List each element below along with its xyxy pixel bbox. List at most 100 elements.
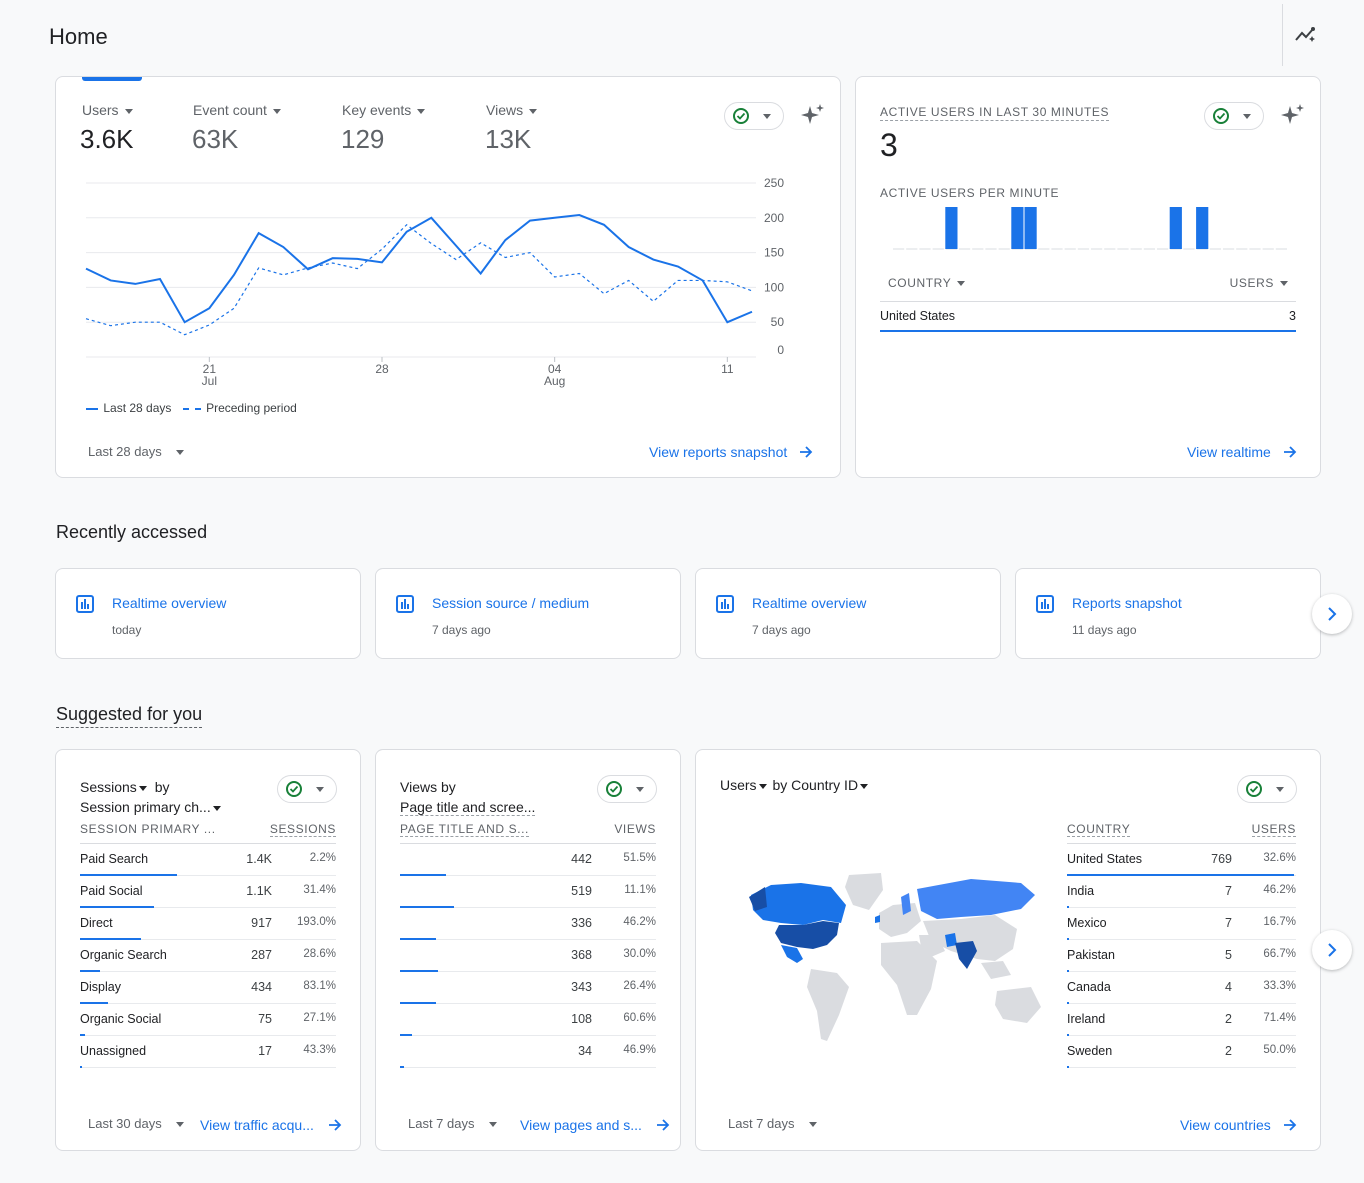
- table-row[interactable]: 108 60.6%: [400, 1004, 656, 1036]
- sparkle-icon[interactable]: [800, 103, 826, 134]
- y-tick-label: 0: [777, 343, 784, 357]
- map-alaska: [749, 887, 767, 911]
- row-bar: [400, 970, 439, 972]
- row-label: Organic Search: [80, 948, 167, 962]
- suggested-title[interactable]: Suggested for you: [56, 704, 203, 728]
- row-bar: [80, 1034, 86, 1036]
- title-line-2: Page title and scree...: [400, 799, 536, 816]
- chart-legend: Last 28 days Preceding period: [86, 401, 297, 415]
- table-row[interactable]: Ireland 2 71.4%: [1067, 1004, 1296, 1036]
- insights-icon[interactable]: [1294, 24, 1318, 49]
- data-quality-button[interactable]: [1204, 102, 1264, 130]
- table-row[interactable]: 519 11.1%: [400, 876, 656, 908]
- table-row[interactable]: Direct 917 193.0%: [80, 908, 336, 940]
- check-circle-icon: [733, 108, 749, 124]
- date-range-selector[interactable]: Last 30 days: [88, 1116, 184, 1131]
- date-range-selector[interactable]: Last 7 days: [728, 1116, 817, 1131]
- data-quality-button[interactable]: [1237, 775, 1297, 803]
- table-row[interactable]: Sweden 2 50.0%: [1067, 1036, 1296, 1068]
- row-bar: [400, 906, 454, 908]
- sparkle-icon[interactable]: [1280, 103, 1306, 134]
- dimension-column-header[interactable]: COUNTRY: [1067, 822, 1131, 837]
- map-india: [955, 941, 977, 969]
- row-value: 769: [1211, 852, 1232, 866]
- realtime-title[interactable]: ACTIVE USERS IN LAST 30 MINUTES: [880, 105, 1110, 121]
- users-column-header[interactable]: USERS: [1230, 276, 1288, 290]
- data-quality-button[interactable]: [724, 102, 784, 130]
- row-value: 336: [571, 916, 592, 930]
- check-circle-icon: [1246, 781, 1262, 797]
- date-range-label: Last 7 days: [408, 1116, 475, 1131]
- row-value: 5: [1225, 948, 1232, 962]
- recent-next-button[interactable]: [1312, 594, 1352, 634]
- country-column-header[interactable]: COUNTRY: [888, 276, 966, 290]
- row-label: Organic Social: [80, 1012, 162, 1026]
- data-quality-button[interactable]: [597, 775, 657, 803]
- view-traffic-acquisition-link[interactable]: View traffic acqu...: [200, 1117, 342, 1133]
- row-value: 1.1K: [246, 884, 272, 898]
- table-row[interactable]: United States 769 32.6%: [1067, 844, 1296, 876]
- recent-item-card[interactable]: Realtime overview today: [55, 568, 361, 659]
- metric-column-header[interactable]: SESSIONS: [269, 822, 336, 837]
- dimension-column-header[interactable]: PAGE TITLE AND S...: [400, 822, 529, 837]
- table-row[interactable]: 442 51.5%: [400, 844, 656, 876]
- chevron-down-icon: [1276, 787, 1284, 792]
- legend-current: Last 28 days: [103, 401, 172, 415]
- table-row[interactable]: Organic Social 75 27.1%: [80, 1004, 336, 1036]
- recent-item-card[interactable]: Reports snapshot 11 days ago: [1015, 568, 1321, 659]
- row-value: 519: [571, 884, 592, 898]
- recent-item-card[interactable]: Realtime overview 7 days ago: [695, 568, 1001, 659]
- table-row[interactable]: India 7 46.2%: [1067, 876, 1296, 908]
- table-row[interactable]: Mexico 7 16.7%: [1067, 908, 1296, 940]
- table-row[interactable]: Pakistan 5 66.7%: [1067, 940, 1296, 972]
- table-row[interactable]: Display 434 83.1%: [80, 972, 336, 1004]
- minute-bar: [1196, 207, 1209, 249]
- view-realtime-link[interactable]: View realtime: [1187, 444, 1297, 460]
- x-tick-label: 28: [375, 362, 389, 376]
- arrow-right-icon: [800, 446, 813, 458]
- table-row[interactable]: Canada 4 33.3%: [1067, 972, 1296, 1004]
- suggested-next-button[interactable]: [1312, 930, 1352, 970]
- chevron-down-icon: [175, 1122, 184, 1128]
- recent-item-card[interactable]: Session source / medium 7 days ago: [375, 568, 681, 659]
- table-row[interactable]: 368 30.0%: [400, 940, 656, 972]
- view-reports-snapshot-link[interactable]: View reports snapshot: [649, 444, 813, 460]
- date-range-selector[interactable]: Last 7 days: [408, 1116, 497, 1131]
- row-bar: [80, 906, 155, 908]
- date-range-selector[interactable]: Last 28 days: [88, 444, 184, 459]
- metric-column-header[interactable]: USERS: [1251, 822, 1296, 837]
- card-title[interactable]: Sessions by Session primary ch...: [80, 777, 221, 817]
- table-row[interactable]: 34 46.9%: [400, 1036, 656, 1068]
- row-value: 434: [251, 980, 272, 994]
- view-pages-link[interactable]: View pages and s...: [520, 1117, 670, 1133]
- minute-bar: [945, 207, 958, 249]
- row-change: 66.7%: [1263, 948, 1296, 960]
- legend-dashed-swatch: [182, 407, 201, 410]
- row-value: 1.4K: [246, 852, 272, 866]
- date-range-label: Last 28 days: [88, 444, 162, 459]
- chevron-down-icon: [808, 1122, 817, 1128]
- row-label: Paid Search: [80, 852, 149, 866]
- table-row[interactable]: Paid Search 1.4K 2.2%: [80, 844, 336, 876]
- map-canada: [751, 883, 846, 925]
- view-countries-link[interactable]: View countries: [1180, 1117, 1297, 1133]
- metric-column-header[interactable]: VIEWS: [614, 822, 656, 836]
- report-icon: [1036, 595, 1054, 618]
- table-row[interactable]: United States 3: [880, 302, 1296, 332]
- table-row[interactable]: Organic Search 287 28.6%: [80, 940, 336, 972]
- row-label: India: [1067, 884, 1095, 898]
- check-circle-icon: [606, 781, 622, 797]
- minute-bar: [1169, 207, 1182, 249]
- card-title[interactable]: Views by Page title and scree...: [400, 777, 536, 817]
- card-title[interactable]: Users by Country ID: [720, 777, 869, 793]
- table-row[interactable]: 336 46.2%: [400, 908, 656, 940]
- table-row[interactable]: Unassigned 17 43.3%: [80, 1036, 336, 1068]
- table-row[interactable]: Paid Social 1.1K 31.4%: [80, 876, 336, 908]
- table-row[interactable]: 343 26.4%: [400, 972, 656, 1004]
- header-divider: [1282, 4, 1283, 66]
- data-quality-button[interactable]: [277, 775, 337, 803]
- row-value: 34: [578, 1044, 592, 1058]
- row-change: 30.0%: [623, 948, 656, 960]
- dimension-column-header[interactable]: SESSION PRIMARY ...: [80, 822, 216, 836]
